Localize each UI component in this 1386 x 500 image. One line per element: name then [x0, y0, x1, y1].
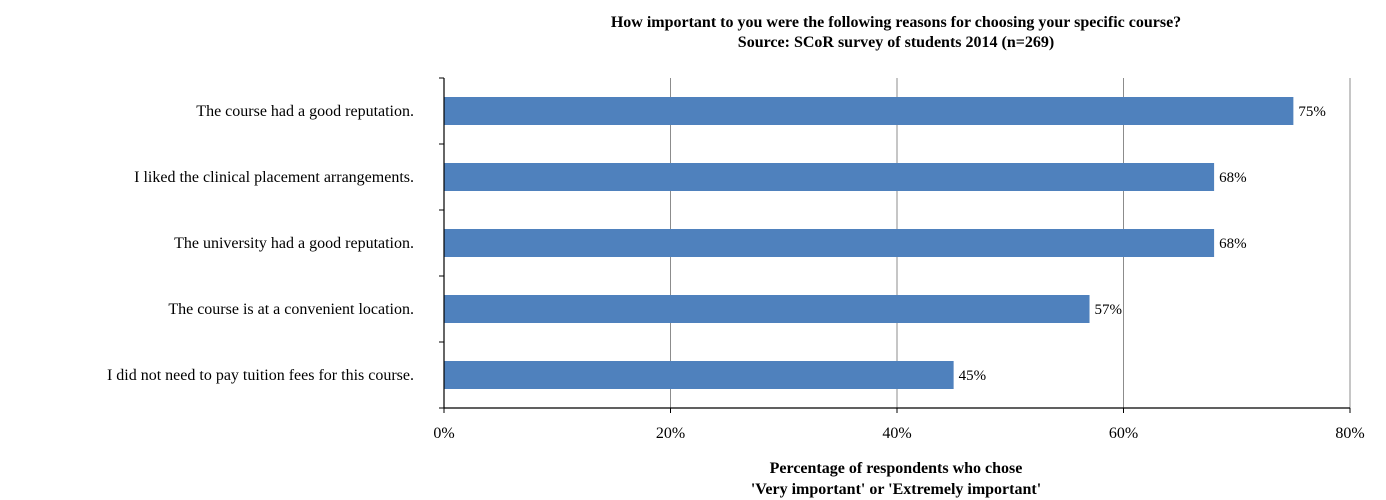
- bar-2: [444, 163, 1215, 191]
- category-label-5: I did not need to pay tuition fees for t…: [107, 367, 414, 384]
- chart-subtitle: Source: SCoR survey of students 2014 (n=…: [738, 34, 1054, 51]
- bar-1: [444, 97, 1294, 125]
- data-label-3: 68%: [1219, 236, 1247, 252]
- data-label-2: 68%: [1219, 170, 1247, 186]
- bar-5: [444, 361, 954, 389]
- x-tick-label-0: 0%: [433, 425, 454, 442]
- x-axis-label-line-2: 'Very important' or 'Extremely important…: [751, 481, 1041, 498]
- category-label-3: The university had a good reputation.: [174, 235, 414, 252]
- chart-title: How important to you were the following …: [611, 14, 1181, 31]
- bars-group: 75% 68% 68% 57% 45%: [444, 97, 1326, 389]
- category-label-4: The course is at a convenient location.: [168, 301, 414, 318]
- x-tick-label-80: 80%: [1335, 425, 1364, 442]
- data-label-4: 57%: [1095, 302, 1123, 318]
- axes-group: 0% 20% 40% 60% 80% The course had a good repu…: [107, 77, 1365, 442]
- x-axis-label-line-1: Percentage of respondents who chose: [770, 460, 1023, 477]
- x-tick-label-40: 40%: [882, 425, 911, 442]
- x-tick-label-60: 60%: [1109, 425, 1138, 442]
- bar-4: [444, 295, 1090, 323]
- bar-3: [444, 229, 1215, 257]
- category-label-1: The course had a good reputation.: [196, 103, 414, 120]
- data-label-1: 75%: [1298, 104, 1326, 120]
- x-tick-label-20: 20%: [656, 425, 685, 442]
- data-label-5: 45%: [959, 368, 987, 384]
- category-label-2: I liked the clinical placement arrangeme…: [134, 169, 414, 186]
